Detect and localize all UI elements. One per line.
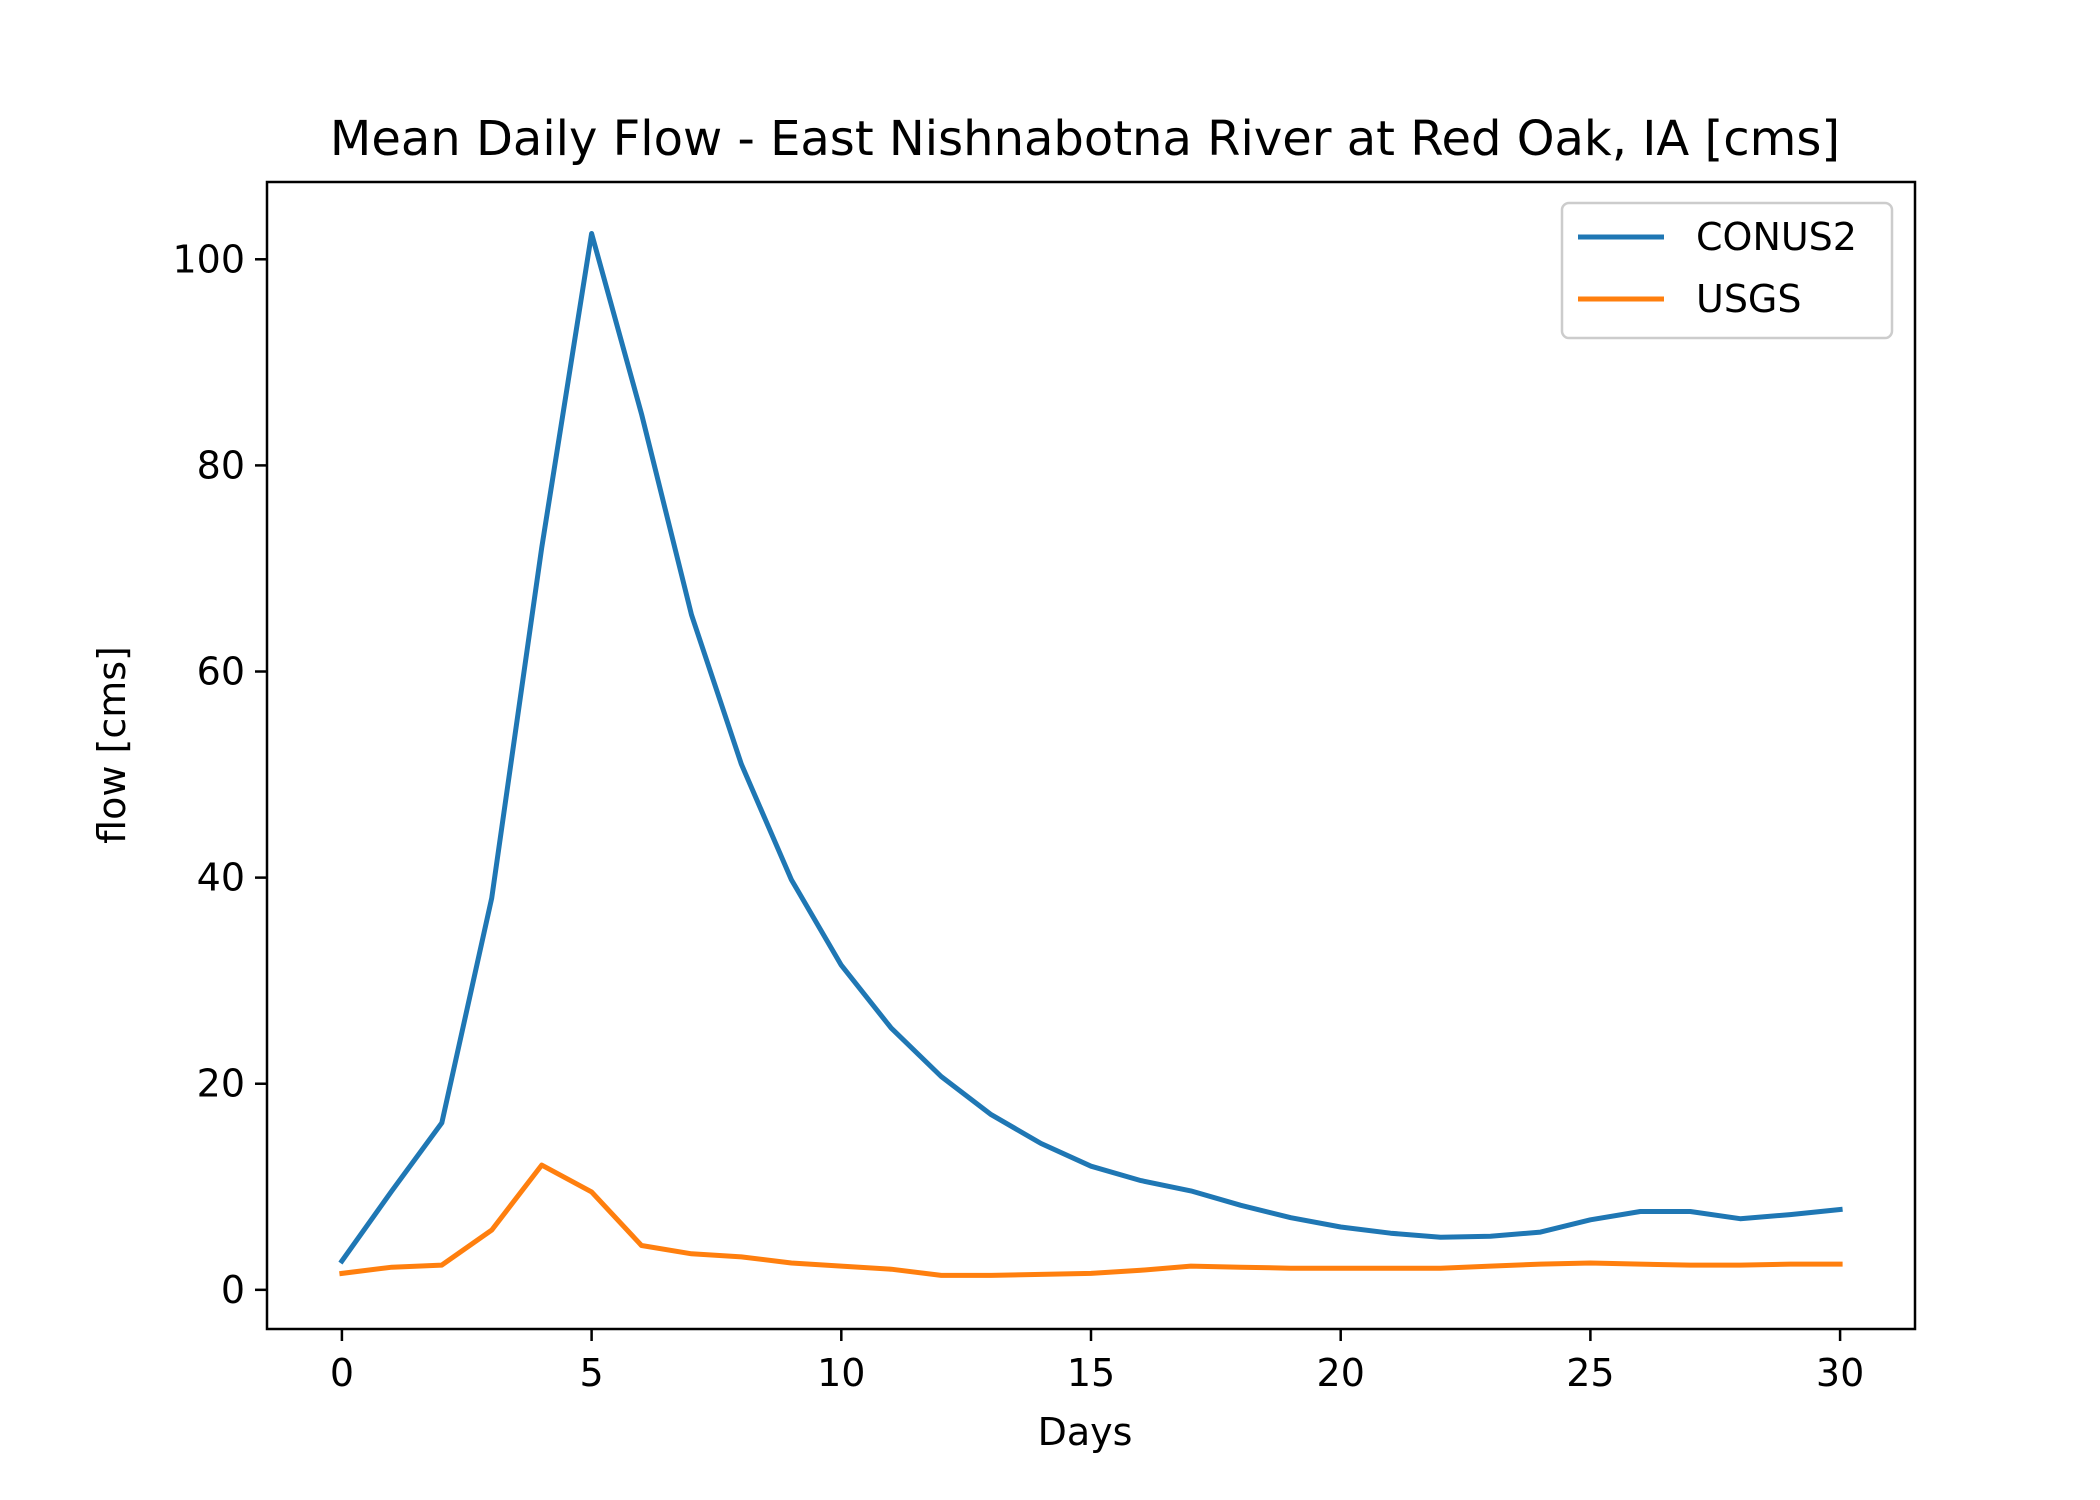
x-tick-label: 5 (580, 1351, 604, 1395)
x-tick-label: 0 (330, 1351, 354, 1395)
x-tick-label: 15 (1067, 1351, 1115, 1395)
y-axis-label: flow [cms] (90, 646, 134, 844)
y-tick-label: 40 (197, 856, 245, 900)
x-tick-label: 20 (1317, 1351, 1365, 1395)
legend: CONUS2 USGS (1560, 201, 1894, 340)
x-tick-label: 25 (1566, 1351, 1614, 1395)
y-tick-label: 0 (221, 1268, 245, 1312)
x-axis: 0 5 10 15 20 25 30 (330, 1329, 1864, 1395)
legend-label-usgs: USGS (1696, 277, 1802, 321)
series-line-usgs (339, 1162, 1843, 1278)
chart-title: Mean Daily Flow - East Nishnabotna River… (330, 111, 1840, 167)
y-axis: 0 20 40 60 80 100 (172, 237, 267, 1312)
x-tick-label: 30 (1816, 1351, 1864, 1395)
y-tick-label: 20 (197, 1062, 245, 1106)
y-tick-label: 100 (172, 237, 245, 281)
x-axis-label: Days (1038, 1410, 1133, 1454)
plot-area (338, 231, 1843, 1278)
y-tick-label: 60 (197, 650, 245, 694)
legend-label-conus2: CONUS2 (1696, 215, 1857, 259)
y-tick-label: 80 (197, 443, 245, 487)
series-line-conus2 (338, 231, 1843, 1265)
x-tick-label: 10 (817, 1351, 865, 1395)
